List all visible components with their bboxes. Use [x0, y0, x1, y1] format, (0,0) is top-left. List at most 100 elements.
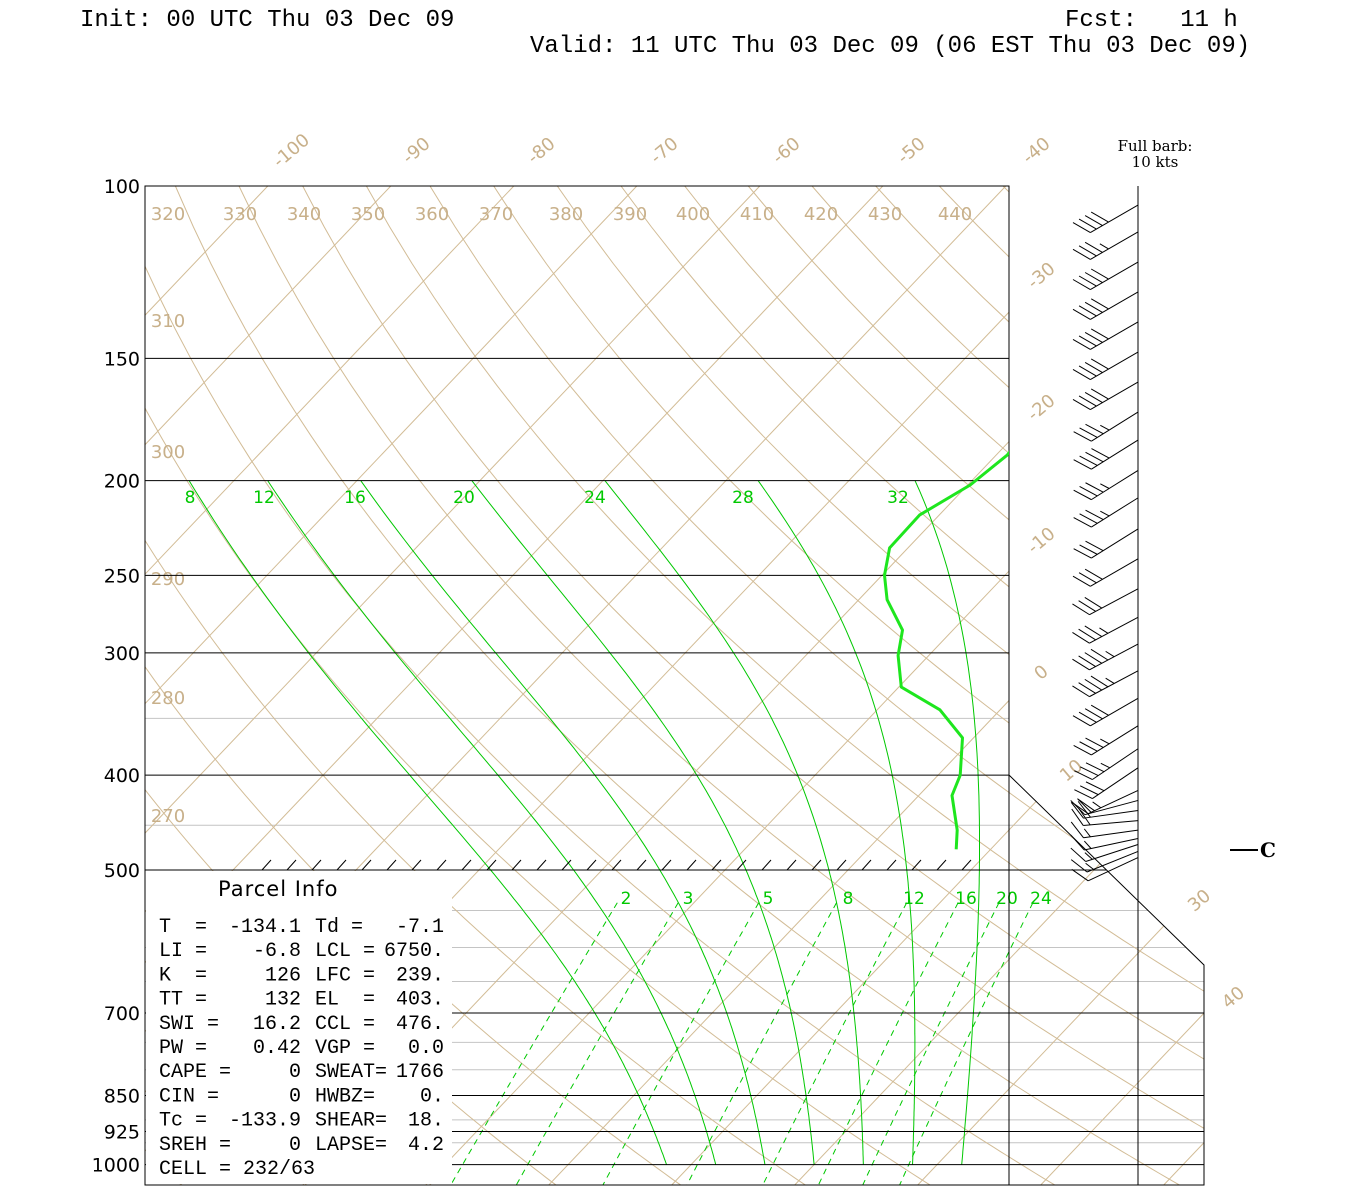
isotherm — [917, 186, 1204, 1185]
barb-full-feather — [1078, 655, 1096, 667]
barb-half-feather — [1100, 738, 1110, 745]
wind-barb — [1072, 321, 1139, 350]
wind-barb — [1072, 231, 1139, 260]
barb-full-feather — [1079, 486, 1098, 497]
barb-staff — [1091, 411, 1139, 442]
wind-barb — [1070, 850, 1139, 873]
moist-adiabat — [267, 480, 717, 1165]
parcel-value: 403. — [396, 989, 444, 1012]
barb-full-feather — [1074, 789, 1093, 799]
isotherm-label: 10 — [1056, 755, 1087, 786]
barb-half-feather — [1100, 510, 1110, 517]
mixing-ratio-label: 5 — [763, 889, 774, 909]
parcel-label: VGP = — [315, 1037, 375, 1060]
dry-adiabat — [280, 186, 1204, 1185]
wind-barb — [1072, 643, 1139, 671]
barb-staff — [1084, 838, 1139, 851]
pressure-tick-label: 500 — [104, 860, 140, 882]
wind-barb — [1072, 351, 1139, 380]
barb-half-feather — [1092, 801, 1102, 809]
isotherm — [1163, 186, 1204, 1185]
barb-full-feather — [1070, 834, 1085, 851]
barb-staff — [1083, 810, 1139, 819]
barb-full-feather — [1084, 652, 1103, 664]
isotherm-label: -70 — [646, 133, 682, 168]
dry-adiabat-label: 440 — [938, 204, 972, 225]
parcel-label: TT = — [159, 989, 207, 1012]
barb-full-feather — [1085, 482, 1104, 493]
parcel-info-table: T = -134.1 Td = -7.1 LI = -6.8 LCL = 6750. K = 12… — [159, 916, 444, 1181]
barb-half-feather — [1100, 424, 1110, 431]
isotherm-label: -40 — [1018, 133, 1054, 168]
barb-full-feather — [1085, 540, 1104, 552]
wind-barb — [1072, 697, 1139, 727]
hatch-mark — [811, 859, 822, 871]
barb-full-feather — [1091, 448, 1110, 459]
parcel-label: LAPSE= — [315, 1134, 387, 1157]
isotherm — [145, 186, 638, 1185]
barb-staff — [1089, 588, 1139, 616]
hatch-mark — [411, 859, 422, 871]
barb-staff — [1091, 528, 1139, 559]
hatch-mark — [711, 859, 722, 871]
moist-adiabat — [360, 480, 766, 1165]
parcel-value: 0 — [289, 1134, 301, 1157]
dry-adiabat — [527, 186, 1204, 1185]
isotherm-label: -100 — [269, 130, 314, 172]
dry-adiabat-label: 380 — [549, 204, 583, 225]
dry-adiabat-label: 320 — [151, 204, 185, 225]
barb-staff — [1090, 381, 1139, 410]
hatch-mark — [586, 859, 597, 871]
pressure-tick-label: 1000 — [92, 1155, 140, 1177]
parcel-value: -6.8 — [253, 940, 301, 963]
barb-staff — [1091, 497, 1139, 528]
spacer — [1009, 776, 1203, 1184]
barb-full-feather — [1078, 335, 1097, 347]
barb-full-feather — [1084, 215, 1103, 227]
hatch-mark — [261, 859, 272, 871]
mixing-ratio-label: 3 — [683, 889, 694, 909]
barb-full-feather — [1090, 268, 1109, 280]
parcel-label: K = — [159, 964, 207, 987]
barb-full-feather — [1078, 218, 1097, 230]
dry-adiabat — [651, 186, 1204, 1185]
dry-adiabat — [465, 186, 1204, 1185]
parcel-label: LFC = — [315, 964, 375, 987]
wind-barb — [1070, 844, 1139, 862]
barb-staff — [1091, 470, 1139, 501]
wind-barb — [1070, 821, 1139, 839]
moist-adiabat-label: 8 — [185, 488, 196, 508]
mixing-ratio-line — [860, 902, 1000, 1185]
pressure-tick-label: 925 — [104, 1121, 140, 1143]
barb-staff — [1091, 439, 1139, 470]
barb-half-feather — [1083, 828, 1091, 838]
isotherm-label: -30 — [1023, 258, 1059, 293]
barb-full-feather — [1070, 802, 1084, 819]
barb-full-feather — [1072, 685, 1090, 698]
barb-full-feather — [1072, 632, 1090, 644]
mixing-ratio-line — [600, 902, 760, 1185]
parcel-cell: CELL = 232/63 — [159, 1158, 315, 1181]
barb-full-feather — [1085, 423, 1104, 435]
parcel-value: 239. — [396, 964, 444, 987]
hatch-mark — [436, 859, 447, 871]
barb-full-feather — [1090, 358, 1109, 370]
wind-barb — [1072, 381, 1139, 410]
barb-staff — [1092, 767, 1139, 799]
isotherm — [548, 186, 1204, 1185]
barb-full-feather — [1085, 781, 1105, 792]
pressure-tick-label: 150 — [104, 348, 140, 370]
parcel-label: SHEAR= — [315, 1110, 387, 1133]
dry-adiabat — [156, 186, 1188, 1185]
barb-full-feather — [1079, 785, 1099, 796]
parcel-label: Tc = — [159, 1110, 207, 1133]
dry-adiabat — [589, 186, 1204, 1185]
wind-barb — [1072, 261, 1139, 291]
barb-full-feather — [1073, 431, 1092, 442]
barb-half-feather — [1085, 862, 1094, 870]
wind-barb — [1074, 767, 1139, 799]
hatch-mark — [886, 859, 897, 871]
hatch-mark — [511, 859, 522, 871]
mixing-ratio-line — [897, 902, 1034, 1185]
barb-full-feather — [1078, 628, 1096, 641]
